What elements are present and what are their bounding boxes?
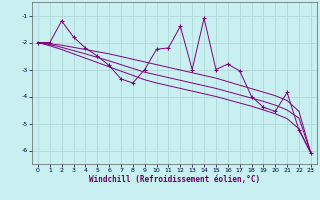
X-axis label: Windchill (Refroidissement éolien,°C): Windchill (Refroidissement éolien,°C) — [89, 175, 260, 184]
